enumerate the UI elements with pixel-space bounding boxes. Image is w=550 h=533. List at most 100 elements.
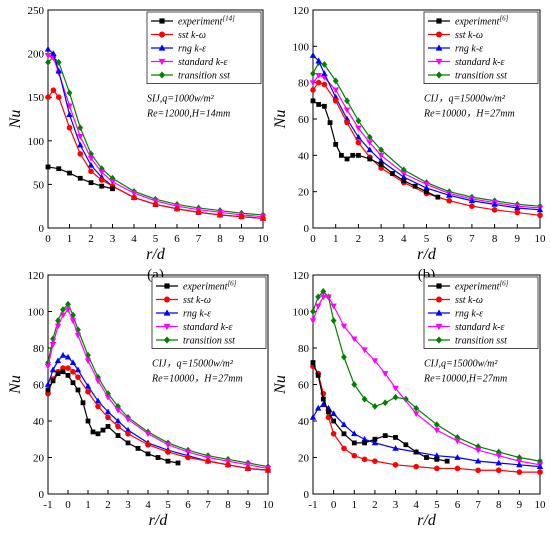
x-tick-label: 8 <box>217 233 223 245</box>
data-point <box>392 462 399 468</box>
y-tick-label: 40 <box>33 416 45 428</box>
data-point <box>390 171 395 176</box>
data-point <box>434 456 440 462</box>
data-point <box>195 209 202 216</box>
data-point <box>333 142 339 147</box>
legend-ref: [14] <box>222 15 235 23</box>
x-tick-label: 3 <box>110 233 116 245</box>
data-point <box>392 385 399 392</box>
data-point <box>77 124 84 132</box>
x-axis-label: r/d <box>417 246 437 263</box>
data-point <box>310 87 316 93</box>
legend: experiment[14] sst k-ω rng k-ε standard k-ε… <box>146 11 262 84</box>
data-point <box>67 170 72 176</box>
legend-label: rng k-ε <box>183 309 211 320</box>
data-point <box>338 152 344 158</box>
legend-marker <box>435 309 443 316</box>
legend-label: experiment[6] <box>183 280 237 293</box>
x-tick-label: 9 <box>515 233 521 245</box>
chart-panel-0: 0 1 2 3 4 5 6 7 8 9 10050100150200250r/dNu(a)exper… <box>7 5 269 283</box>
x-tick-label: 4 <box>145 499 151 511</box>
data-point <box>454 438 461 445</box>
data-point <box>124 416 132 423</box>
data-point <box>135 445 141 451</box>
data-point <box>321 103 327 109</box>
data-point <box>115 433 121 438</box>
chart-panel-3: -1012345678910020406080100120r/dNu(d)exp… <box>272 270 547 529</box>
data-point <box>392 393 399 401</box>
x-tick-label: 3 <box>125 499 131 511</box>
legend-marker <box>158 71 166 79</box>
x-tick-label: 8 <box>496 499 502 511</box>
data-point <box>87 161 95 168</box>
x-tick-label: 6 <box>455 499 461 511</box>
data-point <box>536 463 544 470</box>
data-point <box>144 431 152 438</box>
data-point <box>98 177 105 183</box>
data-point <box>310 308 316 315</box>
data-point <box>344 97 350 105</box>
y-tick-label: 80 <box>33 343 45 355</box>
data-point <box>344 156 350 162</box>
data-point <box>444 458 450 464</box>
data-point <box>314 404 322 411</box>
data-point <box>413 404 420 412</box>
data-point <box>104 408 112 415</box>
x-tick-label: 10 <box>535 499 547 511</box>
data-point <box>205 458 211 464</box>
y-tick-label: 40 <box>298 150 310 162</box>
x-tick-label: 9 <box>245 499 251 511</box>
x-tick-label: 7 <box>475 499 481 511</box>
x-tick-label: 8 <box>492 233 498 245</box>
x-tick-label: 2 <box>88 233 94 245</box>
data-point <box>44 363 52 370</box>
data-point <box>412 183 418 189</box>
x-tick-label: 9 <box>239 233 245 245</box>
data-point <box>85 418 91 424</box>
data-point <box>45 164 51 170</box>
legend-marker <box>164 283 170 289</box>
y-tick-label: 60 <box>33 380 45 392</box>
data-point <box>315 372 321 378</box>
data-point <box>309 318 317 325</box>
y-tick-label: 100 <box>28 307 45 319</box>
legend: experiment[6] sst k-ω rng k-ε standard k-ε t… <box>151 276 267 349</box>
data-point <box>165 458 171 464</box>
data-point <box>44 381 52 387</box>
data-point <box>366 146 373 153</box>
data-point <box>474 447 482 454</box>
legend-marker <box>436 296 442 303</box>
data-point <box>94 397 102 404</box>
data-point <box>332 77 339 85</box>
legend-label: rng k-ε <box>455 44 483 55</box>
data-point <box>392 444 399 451</box>
x-tick-label: 7 <box>469 233 475 245</box>
data-point <box>75 374 81 381</box>
data-point <box>320 401 327 407</box>
legend-label: transition sst <box>178 71 230 82</box>
legend-ref: [6] <box>499 280 508 288</box>
data-point <box>54 357 62 364</box>
data-point <box>84 358 92 365</box>
chart-panel-1: 0 1 2 3 4 5 6 7 8 9 10020406080100120r/dNu(b)exper… <box>272 5 546 283</box>
data-point <box>351 440 357 446</box>
data-point <box>514 204 521 211</box>
data-point <box>175 460 181 466</box>
x-tick-label: 5 <box>165 499 171 511</box>
data-point <box>309 52 317 58</box>
data-point <box>424 189 429 195</box>
data-point <box>332 87 339 94</box>
y-tick-label: 0 <box>304 223 310 235</box>
x-tick-label: 4 <box>131 233 137 245</box>
data-point <box>537 212 543 219</box>
annotation: Re=10000,H=27mm <box>423 374 507 385</box>
data-point <box>320 294 327 301</box>
legend: experiment[6] sst k-ω rng k-ε standard k-ε t… <box>423 276 539 349</box>
x-axis-label: r/d <box>417 512 437 529</box>
x-axis-label: r/d <box>146 246 166 263</box>
data-point <box>491 207 498 213</box>
x-tick-label: 0 <box>310 233 316 245</box>
data-point <box>55 67 62 74</box>
data-point <box>469 203 475 209</box>
data-point <box>446 197 453 204</box>
